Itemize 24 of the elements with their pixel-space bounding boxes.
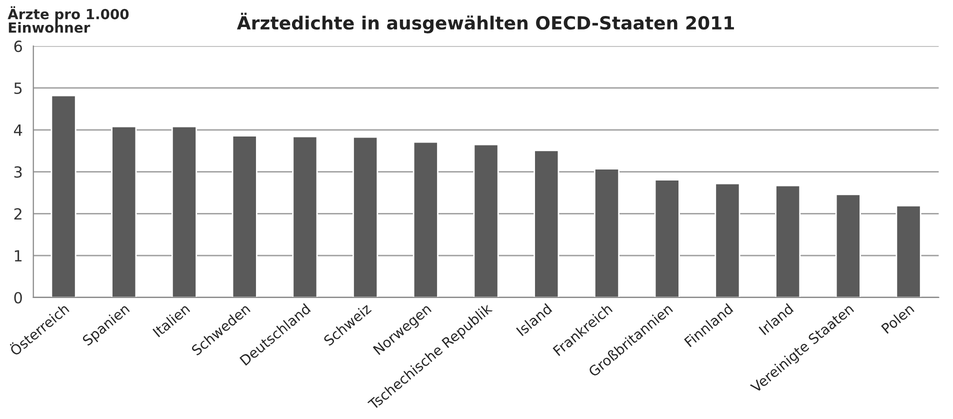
y-tick-label: 6 (14, 40, 22, 52)
bar (594, 168, 620, 298)
chart-title: Ärztedichte in ausgewählten OECD-Staaten 2011 (236, 12, 734, 34)
y-tick-label: 3 (14, 166, 22, 178)
y-tick-label: 1 (14, 250, 22, 262)
y-tick-label: 0 (14, 292, 22, 304)
bar (171, 126, 198, 298)
bar (775, 184, 801, 298)
bar (654, 179, 680, 298)
bar (896, 205, 922, 298)
bar (835, 194, 861, 298)
y-axis-title: Ärzte pro 1.000 Einwohner (8, 6, 129, 33)
bar (111, 126, 137, 298)
bar (534, 150, 560, 298)
y-tick-label: 4 (14, 124, 22, 136)
bar (473, 144, 499, 298)
bar (232, 135, 258, 298)
y-tick-label: 2 (14, 208, 22, 220)
bar (412, 141, 438, 298)
bar (50, 94, 76, 298)
bar (714, 182, 740, 298)
bar (292, 136, 318, 298)
y-tick-label: 5 (14, 82, 22, 94)
bar (352, 136, 378, 298)
